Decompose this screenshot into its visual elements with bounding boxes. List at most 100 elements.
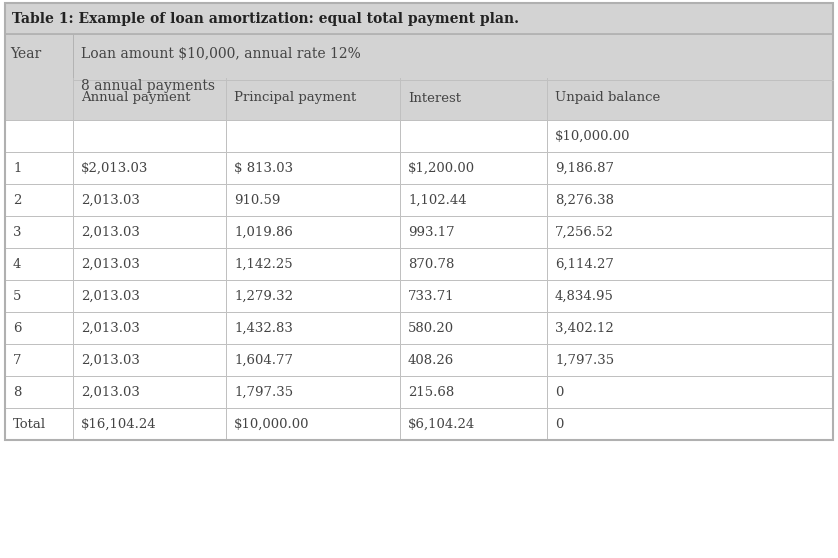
Bar [226, 184, 400, 216]
Bar [5, 408, 73, 440]
Bar [400, 280, 547, 312]
Text: Year: Year [10, 47, 41, 61]
Text: 910.59: 910.59 [234, 194, 281, 206]
Text: Table 1: Example of loan amortization: equal total payment plan.: Table 1: Example of loan amortization: e… [12, 12, 519, 26]
Text: Unpaid balance: Unpaid balance [555, 92, 660, 104]
Text: $10,000.00: $10,000.00 [555, 129, 630, 142]
Text: Loan amount $10,000, annual rate 12%: Loan amount $10,000, annual rate 12% [81, 47, 360, 61]
Bar [5, 3, 833, 440]
Text: 8: 8 [13, 386, 22, 398]
Text: 8,276.38: 8,276.38 [555, 194, 614, 206]
Text: 6,114.27: 6,114.27 [555, 257, 614, 271]
Text: 0: 0 [555, 417, 563, 431]
Bar [5, 34, 73, 120]
Bar [400, 152, 547, 184]
Text: 3,402.12: 3,402.12 [555, 321, 613, 334]
Bar [547, 280, 833, 312]
Bar [5, 248, 73, 280]
Bar [226, 312, 400, 344]
Bar [400, 376, 547, 408]
Bar [547, 344, 833, 376]
Text: 7,256.52: 7,256.52 [555, 225, 614, 238]
Bar [226, 376, 400, 408]
Bar [226, 120, 400, 152]
Text: 1,604.77: 1,604.77 [234, 354, 293, 367]
Bar [5, 280, 73, 312]
Text: $16,104.24: $16,104.24 [81, 417, 157, 431]
Text: 408.26: 408.26 [408, 354, 454, 367]
Text: 9,186.87: 9,186.87 [555, 161, 614, 175]
Text: 1,279.32: 1,279.32 [234, 290, 293, 302]
Text: 8 annual payments: 8 annual payments [81, 79, 215, 93]
Text: 2,013.03: 2,013.03 [81, 257, 140, 271]
Bar [5, 344, 73, 376]
Bar [5, 184, 73, 216]
Bar [5, 152, 73, 184]
Text: 1,142.25: 1,142.25 [234, 257, 292, 271]
Bar [73, 216, 226, 248]
Bar [226, 408, 400, 440]
Bar [73, 408, 226, 440]
Bar [547, 184, 833, 216]
Bar [73, 34, 833, 120]
Text: 2,013.03: 2,013.03 [81, 386, 140, 398]
Text: 1,797.35: 1,797.35 [234, 386, 293, 398]
Bar [547, 248, 833, 280]
Text: 0: 0 [555, 386, 563, 398]
Bar [226, 248, 400, 280]
Text: 215.68: 215.68 [408, 386, 454, 398]
Text: 1,432.83: 1,432.83 [234, 321, 292, 334]
Bar [400, 184, 547, 216]
Text: 1,102.44: 1,102.44 [408, 194, 467, 206]
Bar [400, 216, 547, 248]
Text: 993.17: 993.17 [408, 225, 455, 238]
Text: $10,000.00: $10,000.00 [234, 417, 309, 431]
Bar [400, 120, 547, 152]
Text: 1,019.86: 1,019.86 [234, 225, 292, 238]
Text: 1,797.35: 1,797.35 [555, 354, 614, 367]
Text: 3: 3 [13, 225, 22, 238]
Bar [5, 120, 73, 152]
Text: 2,013.03: 2,013.03 [81, 321, 140, 334]
Bar [226, 216, 400, 248]
Text: 1: 1 [13, 161, 22, 175]
Bar [73, 376, 226, 408]
Text: 5: 5 [13, 290, 22, 302]
Bar [5, 376, 73, 408]
Bar [547, 216, 833, 248]
Bar [400, 408, 547, 440]
Bar [5, 216, 73, 248]
Text: 4: 4 [13, 257, 22, 271]
Bar [547, 152, 833, 184]
Bar [5, 3, 833, 34]
Bar [547, 312, 833, 344]
Bar [73, 344, 226, 376]
Text: 2,013.03: 2,013.03 [81, 225, 140, 238]
Bar [73, 184, 226, 216]
Text: Interest: Interest [408, 92, 461, 104]
Text: Total: Total [13, 417, 46, 431]
Bar [73, 152, 226, 184]
Bar [226, 152, 400, 184]
Bar [226, 344, 400, 376]
Text: $1,200.00: $1,200.00 [408, 161, 475, 175]
Text: $6,104.24: $6,104.24 [408, 417, 475, 431]
Text: $ 813.03: $ 813.03 [234, 161, 293, 175]
Text: 580.20: 580.20 [408, 321, 454, 334]
Bar [5, 312, 73, 344]
Text: 7: 7 [13, 354, 22, 367]
Bar [226, 280, 400, 312]
Bar [73, 120, 226, 152]
Bar [547, 408, 833, 440]
Bar [400, 344, 547, 376]
Bar [73, 248, 226, 280]
Bar [547, 376, 833, 408]
Text: 4,834.95: 4,834.95 [555, 290, 614, 302]
Text: Annual payment: Annual payment [81, 92, 190, 104]
Text: 2: 2 [13, 194, 22, 206]
Bar [400, 312, 547, 344]
Bar [547, 120, 833, 152]
Text: 870.78: 870.78 [408, 257, 454, 271]
Text: 2,013.03: 2,013.03 [81, 194, 140, 206]
Text: 2,013.03: 2,013.03 [81, 354, 140, 367]
